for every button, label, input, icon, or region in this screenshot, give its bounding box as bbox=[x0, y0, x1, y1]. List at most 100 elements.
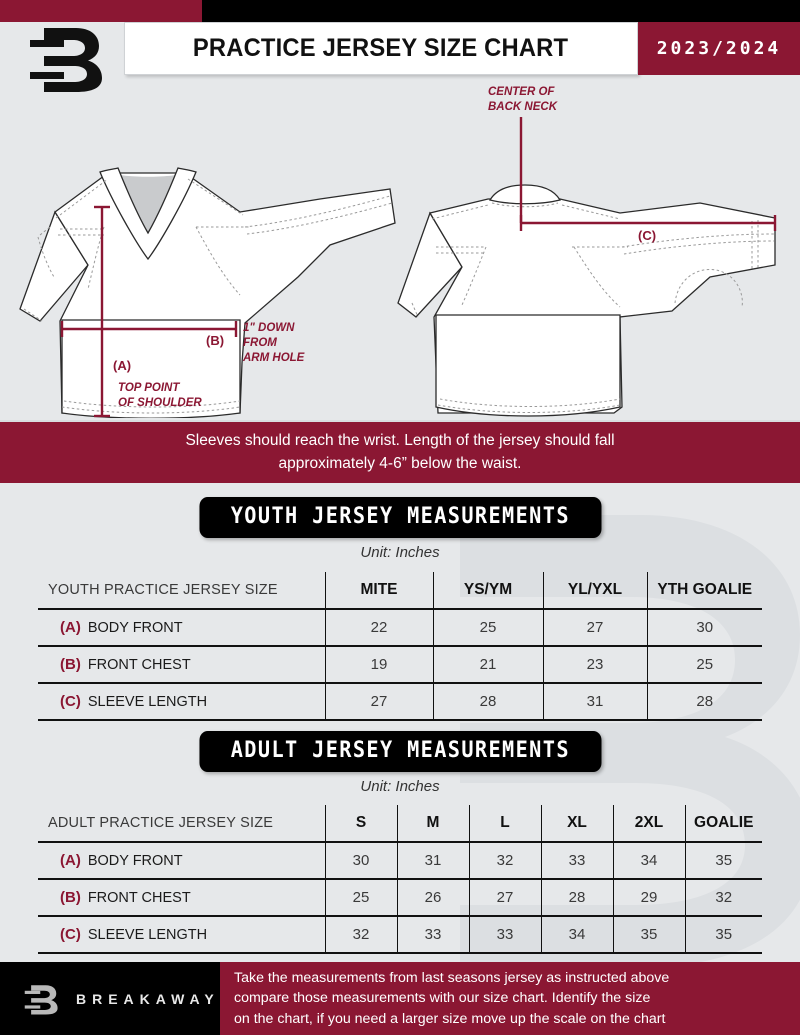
adult-size-col-1: M bbox=[396, 805, 469, 842]
season-year-badge: 2023/2024 bbox=[638, 22, 800, 75]
adult-cell-1-2: 27 bbox=[468, 878, 541, 916]
footer-instructions-line3: on the chart, if you need a larger size … bbox=[234, 1010, 666, 1027]
top-color-strip bbox=[0, 0, 800, 22]
adult-cell-0-3: 33 bbox=[540, 841, 613, 879]
youth-cell-2-3: 28 bbox=[646, 682, 762, 721]
adult-cell-0-2: 32 bbox=[468, 841, 541, 879]
youth-size-col-3: YTH GOALIE bbox=[646, 572, 762, 609]
youth-row-1-label: FRONT CHEST bbox=[87, 657, 191, 673]
adult-cell-2-4: 35 bbox=[612, 915, 685, 954]
adult-table-header-row: ADULT PRACTICE JERSEY SIZE S M L XL 2XL … bbox=[38, 805, 762, 842]
youth-section-header: YOUTH JERSEY MEASUREMENTS Unit: Inches bbox=[0, 497, 800, 561]
youth-size-col-2: YL/YXL bbox=[542, 572, 647, 609]
top-strip-maroon bbox=[0, 0, 202, 22]
adult-section-header: ADULT JERSEY MEASUREMENTS Unit: Inches bbox=[0, 731, 800, 795]
youth-row-1-ref: (B) bbox=[60, 656, 81, 673]
youth-row-0-ref: (A) bbox=[60, 619, 81, 636]
adult-cell-0-0: 30 bbox=[324, 841, 397, 879]
youth-cell-2-0: 27 bbox=[324, 682, 433, 721]
adult-cell-2-2: 33 bbox=[468, 915, 541, 954]
diagram-note-b-line2: FROM bbox=[243, 337, 277, 349]
header-band: PRACTICE JERSEY SIZE CHART 2023/2024 bbox=[0, 22, 800, 77]
diagram-label-b: (B) bbox=[206, 333, 224, 348]
adult-cell-2-0: 32 bbox=[324, 915, 397, 954]
adult-size-col-3: XL bbox=[540, 805, 613, 842]
adult-cell-0-5: 35 bbox=[684, 841, 762, 879]
sizing-note-banner: Sleeves should reach the wrist. Length o… bbox=[0, 420, 800, 483]
table-row: (A) BODY FRONT 22 25 27 30 bbox=[38, 608, 762, 646]
table-row: (B) FRONT CHEST 19 21 23 25 bbox=[38, 645, 762, 683]
adult-cell-2-1: 33 bbox=[396, 915, 469, 954]
diagram-note-b-line1: 1" DOWN bbox=[243, 322, 295, 334]
jersey-diagram-area: .jl { fill:#fff; stroke:#2b2b2b; stroke-… bbox=[0, 77, 800, 418]
adult-cell-1-1: 26 bbox=[396, 878, 469, 916]
adult-row-2-ref: (C) bbox=[60, 926, 81, 943]
adult-measurements-table: ADULT PRACTICE JERSEY SIZE S M L XL 2XL … bbox=[38, 805, 762, 954]
adult-size-col-0: S bbox=[324, 805, 397, 842]
youth-measurements-table: YOUTH PRACTICE JERSEY SIZE MITE YS/YM YL… bbox=[38, 572, 762, 721]
footer-brand-name: BREAKAWAY bbox=[76, 990, 220, 1007]
sizing-note-line1: Sleeves should reach the wrist. Length o… bbox=[185, 432, 615, 450]
youth-cell-1-3: 25 bbox=[646, 645, 762, 683]
diagram-note-a-line2: OF SHOULDER bbox=[118, 397, 202, 409]
diagram-label-a: (A) bbox=[113, 358, 131, 373]
page-title-plate: PRACTICE JERSEY SIZE CHART bbox=[124, 22, 638, 75]
adult-section-title: ADULT JERSEY MEASUREMENTS bbox=[199, 731, 601, 772]
adult-cell-1-4: 29 bbox=[612, 878, 685, 916]
youth-row-0-label: BODY FRONT bbox=[87, 620, 183, 636]
footer-instructions: Take the measurements from last seasons … bbox=[220, 962, 800, 1035]
adult-size-col-5: GOALIE bbox=[684, 805, 762, 842]
adult-row-1-label: FRONT CHEST bbox=[87, 890, 191, 906]
youth-row-2-ref: (C) bbox=[60, 693, 81, 710]
youth-cell-1-2: 23 bbox=[542, 645, 647, 683]
youth-row-header-label: YOUTH PRACTICE JERSEY SIZE bbox=[48, 582, 278, 598]
footer-instructions-line1: Take the measurements from last seasons … bbox=[234, 969, 670, 986]
adult-cell-1-0: 25 bbox=[324, 878, 397, 916]
adult-size-col-2: L bbox=[468, 805, 541, 842]
adult-cell-1-3: 28 bbox=[540, 878, 613, 916]
adult-cell-2-5: 35 bbox=[684, 915, 762, 954]
season-year-text: 2023/2024 bbox=[656, 38, 782, 59]
youth-cell-2-1: 28 bbox=[432, 682, 543, 721]
youth-row-2-label: SLEEVE LENGTH bbox=[87, 694, 208, 710]
breakaway-b-logo-icon bbox=[30, 28, 102, 92]
youth-unit-label: Unit: Inches bbox=[360, 544, 440, 561]
adult-row-header-label: ADULT PRACTICE JERSEY SIZE bbox=[48, 815, 274, 831]
diagram-label-c: (C) bbox=[638, 228, 656, 243]
adult-row-0-ref: (A) bbox=[60, 852, 81, 869]
top-strip-black bbox=[202, 0, 800, 22]
sizing-note-line2: approximately 4-6” below the waist. bbox=[278, 454, 522, 472]
table-row: (C) SLEEVE LENGTH 32 33 33 34 35 35 bbox=[38, 915, 762, 954]
diagram-note-c-line1: CENTER OF bbox=[488, 86, 555, 98]
youth-section-title: YOUTH JERSEY MEASUREMENTS bbox=[199, 497, 601, 538]
adult-size-col-4: 2XL bbox=[612, 805, 685, 842]
adult-cell-0-1: 31 bbox=[396, 841, 469, 879]
youth-cell-1-0: 19 bbox=[324, 645, 433, 683]
youth-cell-2-2: 31 bbox=[542, 682, 647, 721]
youth-cell-0-2: 27 bbox=[542, 608, 647, 646]
diagram-note-a-line1: TOP POINT bbox=[118, 382, 180, 394]
youth-table-header-row: YOUTH PRACTICE JERSEY SIZE MITE YS/YM YL… bbox=[38, 572, 762, 609]
diagram-note-b-line3: ARM HOLE bbox=[242, 352, 305, 364]
table-row: (B) FRONT CHEST 25 26 27 28 29 32 bbox=[38, 878, 762, 916]
adult-row-2-label: SLEEVE LENGTH bbox=[87, 927, 208, 943]
adult-row-0-label: BODY FRONT bbox=[87, 853, 183, 869]
adult-unit-label: Unit: Inches bbox=[360, 778, 440, 795]
youth-cell-0-1: 25 bbox=[432, 608, 543, 646]
adult-cell-2-3: 34 bbox=[540, 915, 613, 954]
diagram-note-c-line2: BACK NECK bbox=[488, 101, 558, 113]
youth-cell-0-0: 22 bbox=[324, 608, 433, 646]
table-row: (A) BODY FRONT 30 31 32 33 34 35 bbox=[38, 841, 762, 879]
front-jersey-illustration: (B) 1" DOWN FROM ARM HOLE (A) TOP POINT … bbox=[19, 167, 396, 418]
table-row: (C) SLEEVE LENGTH 27 28 31 28 bbox=[38, 682, 762, 721]
footer-brand: BREAKAWAY bbox=[0, 962, 220, 1035]
page-title: PRACTICE JERSEY SIZE CHART bbox=[193, 34, 569, 62]
page-footer: BREAKAWAY Take the measurements from las… bbox=[0, 962, 800, 1035]
adult-row-1-ref: (B) bbox=[60, 889, 81, 906]
youth-size-col-0: MITE bbox=[324, 572, 433, 609]
youth-size-col-1: YS/YM bbox=[432, 572, 543, 609]
breakaway-b-logo-icon bbox=[24, 984, 58, 1015]
youth-cell-1-1: 21 bbox=[432, 645, 543, 683]
footer-instructions-line2: compare those measurements with our size… bbox=[234, 990, 651, 1007]
